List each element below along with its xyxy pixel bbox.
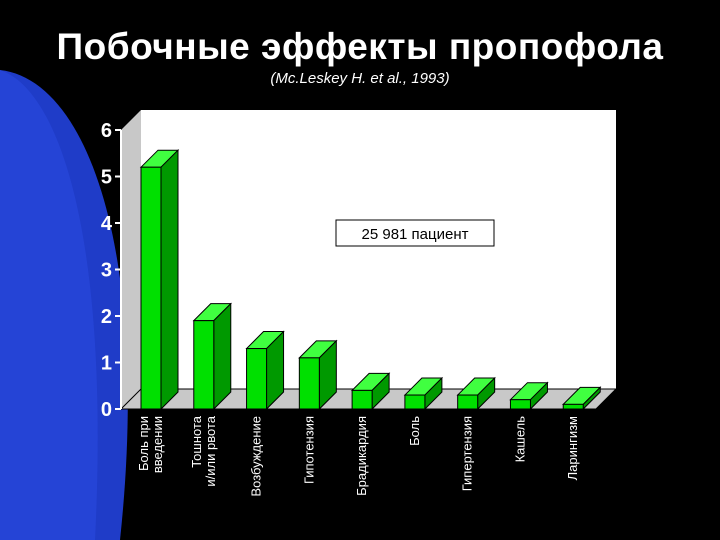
- y-tick-label: 2: [101, 306, 112, 328]
- bar-front: [457, 394, 479, 410]
- bar: [456, 376, 496, 411]
- y-tick-label: 3: [101, 260, 112, 282]
- bar-front: [404, 394, 426, 410]
- bar: [509, 381, 549, 411]
- bar-front: [193, 320, 215, 410]
- annotation-text: 25 981 пациент: [362, 226, 469, 243]
- slide-title: Побочные эффекты пропофола: [56, 26, 664, 67]
- slide-subtitle: (Mc.Leskey H. et al., 1993): [270, 70, 450, 87]
- bar-front: [246, 348, 268, 410]
- plot-back-wall: [141, 110, 616, 389]
- bar-side: [160, 148, 179, 411]
- bar: [403, 376, 444, 411]
- value-label: 1,3: [260, 305, 289, 328]
- category-label: Брадикардия: [354, 416, 369, 496]
- value-label: 1,9: [207, 277, 236, 300]
- bar: [139, 148, 180, 411]
- value-label: 0,3: [475, 342, 504, 365]
- bar-side: [213, 302, 232, 411]
- y-tick-label: 5: [101, 167, 112, 189]
- y-tick-label: 1: [101, 353, 112, 375]
- category-label: Ларингизм: [565, 416, 580, 480]
- category-labels: Боль привведении Тошнотаи/или рвота Возбуж…: [136, 415, 580, 496]
- value-label: 0,4: [370, 337, 400, 360]
- category-label: Гипертензия: [460, 416, 475, 491]
- category-label: Кашель: [512, 416, 527, 463]
- value-label: 0,1: [581, 342, 611, 365]
- value-label: 0,2: [528, 342, 557, 365]
- plot-left-wall: [121, 110, 141, 409]
- bar: [350, 372, 391, 411]
- bar: [245, 330, 285, 411]
- y-axis: 0 1 2 3 4 5 6: [101, 120, 122, 421]
- category-label: Возбуждение: [249, 416, 264, 497]
- bar: [298, 339, 338, 411]
- bars: [139, 148, 602, 411]
- category-label: Гипотензия: [301, 416, 316, 484]
- y-tick-label: 6: [101, 120, 112, 142]
- value-labels: 5,2 1,9 1,3 1,1 0,4 0,3 0,3 0,2 0,1: [154, 123, 610, 365]
- bar-front: [351, 389, 373, 410]
- bar-front: [509, 399, 531, 410]
- y-tick-label: 4: [101, 213, 113, 235]
- annotation-box: 25 981 пациент: [335, 219, 495, 247]
- category-label: Тошнотаи/или рвота: [189, 415, 218, 486]
- bar: [192, 302, 232, 411]
- y-tick-label: 0: [101, 399, 112, 421]
- bar: [562, 386, 602, 411]
- category-label: Боль: [407, 416, 422, 446]
- category-label: Боль привведении: [136, 416, 165, 473]
- bar-front: [298, 357, 320, 410]
- value-label: 5,2: [154, 123, 183, 146]
- value-label: 1,1: [313, 314, 343, 337]
- bar-front: [562, 403, 584, 410]
- bar-front: [140, 166, 162, 410]
- value-label: 0,3: [422, 342, 451, 365]
